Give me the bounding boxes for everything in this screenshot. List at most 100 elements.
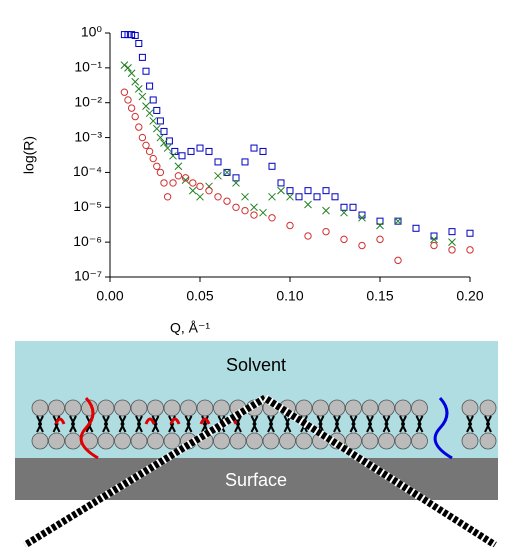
y-tick-label: 10⁻⁵ xyxy=(73,198,102,214)
x-tick-label: 0.15 xyxy=(366,288,393,304)
point xyxy=(156,133,165,142)
point xyxy=(181,174,190,182)
beam-stripes xyxy=(22,394,498,547)
point xyxy=(124,31,132,39)
y-tick-label: 10⁻³ xyxy=(74,128,102,144)
point xyxy=(142,141,150,150)
lipid-head xyxy=(48,432,65,450)
point xyxy=(189,179,197,187)
point xyxy=(286,187,294,195)
surface-label: Surface xyxy=(225,470,287,490)
point xyxy=(286,192,294,201)
point xyxy=(448,238,456,246)
y-axis-label: log(R) xyxy=(21,136,37,174)
point xyxy=(322,206,330,215)
point xyxy=(394,217,402,225)
point xyxy=(313,193,321,201)
x-tick-label: 0.05 xyxy=(186,288,213,304)
point xyxy=(142,102,150,110)
lipid-head xyxy=(394,432,412,450)
lipid-tail xyxy=(151,415,160,433)
lipid-head xyxy=(328,399,346,417)
lipid-head xyxy=(411,432,428,450)
tether xyxy=(433,396,453,460)
tether xyxy=(79,396,99,460)
lipid-tail xyxy=(333,415,341,433)
point xyxy=(340,203,348,211)
point xyxy=(430,232,438,240)
point xyxy=(156,168,165,177)
point xyxy=(349,203,357,211)
lipid-head xyxy=(180,399,197,417)
lipid-head xyxy=(64,399,82,417)
x-axis-label: Q, Å⁻¹ xyxy=(170,320,210,336)
point xyxy=(241,158,249,166)
point xyxy=(232,174,240,182)
point xyxy=(138,133,147,142)
y-tick-label: 10⁻⁷ xyxy=(74,268,102,284)
y-tick-label: 10⁻² xyxy=(74,93,102,109)
point xyxy=(160,127,168,135)
lipid-head xyxy=(130,432,148,450)
lipid-head xyxy=(295,399,313,417)
lipid-head xyxy=(378,399,395,417)
point xyxy=(232,179,240,187)
lipid-tail xyxy=(102,415,110,433)
lipid-head xyxy=(279,432,296,450)
point xyxy=(156,117,164,125)
tether-short xyxy=(144,417,156,425)
point xyxy=(127,104,136,112)
lipid-head xyxy=(114,432,131,450)
point xyxy=(163,144,172,152)
point xyxy=(127,69,136,78)
point xyxy=(277,179,285,187)
lipid-head xyxy=(163,399,181,417)
lipid-tail xyxy=(250,415,259,433)
point xyxy=(214,193,222,201)
lipid-head xyxy=(213,399,230,417)
point xyxy=(135,39,143,47)
y-tick-label: 10⁻⁴ xyxy=(73,163,102,179)
point xyxy=(250,211,258,219)
solvent-label: Solvent xyxy=(226,355,286,375)
point xyxy=(120,31,128,39)
point xyxy=(153,162,161,170)
point xyxy=(135,123,143,131)
point xyxy=(376,217,384,225)
point xyxy=(124,64,132,72)
point xyxy=(128,31,136,39)
lipid-tail xyxy=(415,415,424,433)
point xyxy=(466,246,474,254)
point xyxy=(188,186,197,195)
lipid-head xyxy=(48,399,65,417)
lipid-tail xyxy=(36,415,44,433)
lipid-head xyxy=(196,399,214,417)
y-tick-label: 10⁰ xyxy=(81,24,103,40)
point xyxy=(268,214,276,222)
lipid-head xyxy=(97,399,115,417)
point xyxy=(145,147,154,156)
lipid-head xyxy=(378,432,395,450)
point xyxy=(149,154,157,163)
point xyxy=(174,172,183,180)
point xyxy=(304,200,312,209)
lipid-head xyxy=(130,399,148,417)
point xyxy=(124,96,132,104)
lipid-head xyxy=(361,399,379,417)
lipid-head xyxy=(163,432,181,450)
lipid-head xyxy=(64,432,82,450)
point xyxy=(394,217,402,226)
point xyxy=(120,61,129,69)
lipid-head xyxy=(361,432,379,450)
point xyxy=(138,92,147,101)
point xyxy=(430,235,438,244)
lipid-tail xyxy=(267,415,275,433)
point xyxy=(149,117,158,125)
lipid-tail xyxy=(466,415,474,433)
lipid-head xyxy=(114,399,131,417)
point xyxy=(448,246,456,254)
point xyxy=(376,221,384,230)
lipid-tail xyxy=(366,415,374,433)
point xyxy=(268,192,276,201)
